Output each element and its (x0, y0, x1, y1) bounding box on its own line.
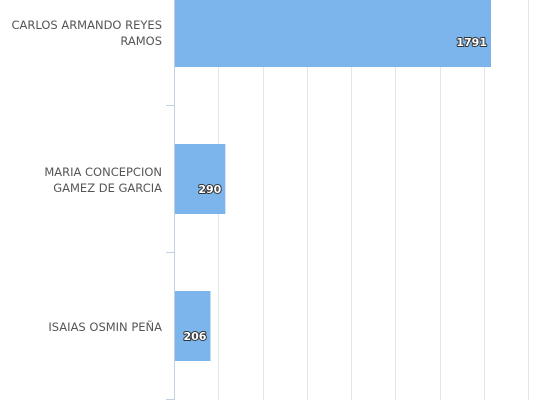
category-axis (166, 0, 175, 400)
bar[interactable] (175, 0, 492, 67)
data-label: 290 (198, 183, 221, 196)
category-label: ISAIAS OSMIN PEÑA (48, 320, 162, 334)
bars (175, 0, 492, 361)
bar[interactable] (175, 291, 211, 361)
value-labels: 1791 290 206 (182, 35, 488, 344)
data-label: 206 (183, 330, 206, 343)
category-label: CARLOS ARMANDO REYES RAMOS (11, 18, 162, 48)
category-label: MARIA CONCEPCION GAMEZ DE GARCIA (44, 165, 162, 195)
data-label: 1791 (456, 36, 487, 49)
bar[interactable] (175, 144, 226, 214)
